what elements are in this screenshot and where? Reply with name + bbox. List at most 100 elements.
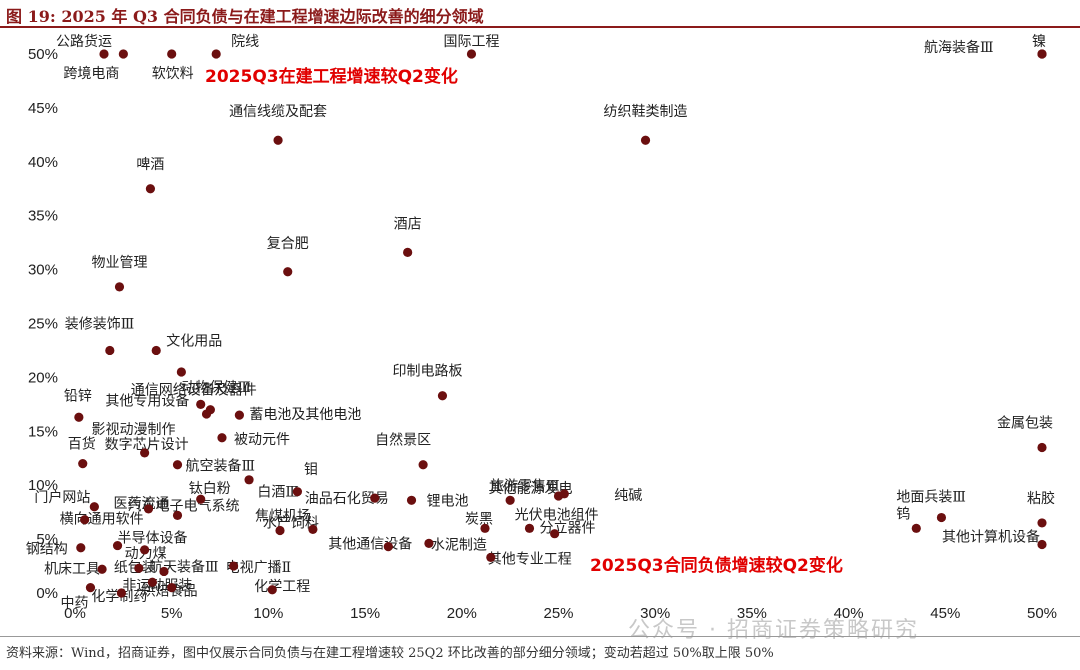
point-label: 金属包装 — [997, 415, 1053, 431]
scatter-point — [406, 495, 417, 505]
scatter-point — [418, 460, 428, 470]
scatter-point — [383, 542, 393, 552]
scatter-point — [147, 577, 157, 587]
scatter-point — [559, 489, 569, 499]
point-label: 医药流通 — [113, 496, 169, 512]
point-label: 机床工具 — [44, 561, 100, 577]
point-label: 门户网站 — [34, 489, 90, 506]
scatter-point — [114, 282, 125, 292]
scatter-point — [80, 515, 90, 525]
point-label: 文化用品 — [166, 333, 222, 349]
point-label: 地面兵装Ⅲ — [896, 490, 966, 506]
x-tick-label: 0% — [64, 605, 86, 622]
scatter-point — [486, 552, 496, 563]
x-tick-label: 50% — [1027, 605, 1057, 622]
scatter-point — [140, 545, 150, 555]
scatter-point — [143, 504, 154, 514]
point-label: 铅锌 — [64, 388, 92, 404]
y-axis-annotation: 2025Q3在建工程增速较Q2变化 — [205, 66, 458, 87]
y-tick-label: 0% — [36, 585, 58, 602]
scatter-point — [151, 345, 161, 356]
y-tick-label: 10% — [28, 477, 58, 494]
point-label: 纯碱 — [614, 488, 642, 504]
scatter-point — [244, 475, 254, 485]
x-axis-annotation: 2025Q3合同负债增速较Q2变化 — [590, 555, 843, 576]
source-footnote: 资料来源：Wind，招商证券，图中仅展示合同负债与在建工程增速较 25Q2 环比… — [6, 646, 774, 661]
point-label: 汽车电子电气系统 — [128, 497, 240, 514]
point-label: 粘胶 — [1027, 490, 1055, 507]
point-label: 旅游零售Ⅲ — [490, 478, 560, 494]
scatter-point — [167, 583, 177, 593]
scatter-point — [292, 487, 303, 497]
scatter-point — [640, 135, 651, 145]
point-label: 印制电路板 — [392, 364, 462, 380]
scatter-point — [76, 543, 86, 553]
scatter-point — [196, 399, 206, 409]
point-label: 百货 — [68, 436, 96, 453]
scatter-point — [550, 529, 560, 539]
scatter-point — [97, 564, 107, 574]
scatter-point — [1037, 539, 1047, 550]
point-label: 数字芯片设计 — [105, 437, 189, 453]
scatter-point — [167, 49, 177, 59]
point-label: 钛白粉 — [189, 481, 231, 497]
scatter-point — [134, 563, 144, 573]
x-tick-label: 30% — [640, 605, 670, 622]
scatter-point — [172, 510, 183, 520]
point-label: 白酒Ⅲ — [257, 485, 299, 501]
point-label: 自然景区 — [375, 432, 431, 449]
point-label: 动物保健Ⅲ — [181, 380, 251, 396]
point-label: 半导体设备 — [118, 530, 188, 547]
point-label: 钢结构 — [26, 542, 68, 558]
scatter-point — [308, 524, 318, 534]
scatter-point — [480, 523, 490, 533]
figure-title-bar: 图 19: 2025 年 Q3 合同负债与在建工程增速边际改善的细分领域 — [0, 0, 1080, 28]
y-tick-label: 20% — [28, 369, 58, 386]
x-tick-label: 20% — [447, 605, 477, 622]
point-label: 装修装饰Ⅲ — [65, 316, 135, 332]
x-tick-label: 35% — [737, 605, 767, 622]
scatter-point — [273, 135, 283, 145]
scatter-point — [172, 460, 183, 470]
point-label: 纺织鞋类制造 — [604, 104, 688, 120]
scatter-point — [159, 566, 169, 577]
point-label: 钼 — [304, 462, 318, 478]
scatter-point — [78, 459, 88, 469]
x-tick-label: 5% — [161, 605, 183, 622]
scatter-point — [145, 184, 156, 194]
scatter-point — [228, 561, 239, 571]
scatter-point — [1037, 49, 1047, 59]
scatter-point — [89, 502, 99, 512]
scatter-point — [196, 494, 206, 504]
scatter-point — [267, 585, 277, 595]
point-label: 其他通信设备 — [328, 536, 412, 553]
scatter-point — [118, 49, 128, 59]
scatter-point — [437, 391, 448, 401]
y-tick-label: 45% — [28, 100, 58, 117]
x-tick-label: 45% — [930, 605, 960, 622]
point-label: 通信网络设备及器件 — [131, 381, 257, 398]
y-tick-label: 30% — [28, 262, 58, 279]
x-tick-label: 15% — [350, 605, 380, 622]
point-label: 锂电池 — [427, 493, 469, 509]
point-label: 院线 — [231, 34, 259, 50]
scatter-point — [74, 412, 84, 422]
scatter-point — [99, 49, 109, 59]
point-label: 焦煤机场 — [255, 508, 311, 524]
scatter-point — [1037, 518, 1047, 528]
y-tick-label: 35% — [28, 208, 58, 225]
scatter-point — [234, 410, 244, 420]
point-label: 化学工程 — [254, 579, 310, 595]
point-label: 软饮料 — [152, 66, 194, 82]
scatter-chart: 0% 5% 10% 15% 20% 25% 30% 35% 40% 45% 50% 0% 5% 10% 15… — [26, 33, 1057, 622]
point-label: 钨 — [896, 506, 910, 522]
scatter-point — [424, 538, 434, 549]
scatter-point — [116, 588, 127, 598]
y-tick-label: 15% — [28, 423, 58, 440]
y-tick-label: 50% — [28, 46, 58, 63]
point-label: 物业管理 — [91, 255, 147, 271]
scatter-point — [85, 583, 96, 593]
point-label: 通信线缆及配套 — [229, 104, 327, 120]
point-label: 其他计算机设备 — [942, 528, 1040, 545]
point-label: 航海装备Ⅲ — [924, 39, 994, 56]
